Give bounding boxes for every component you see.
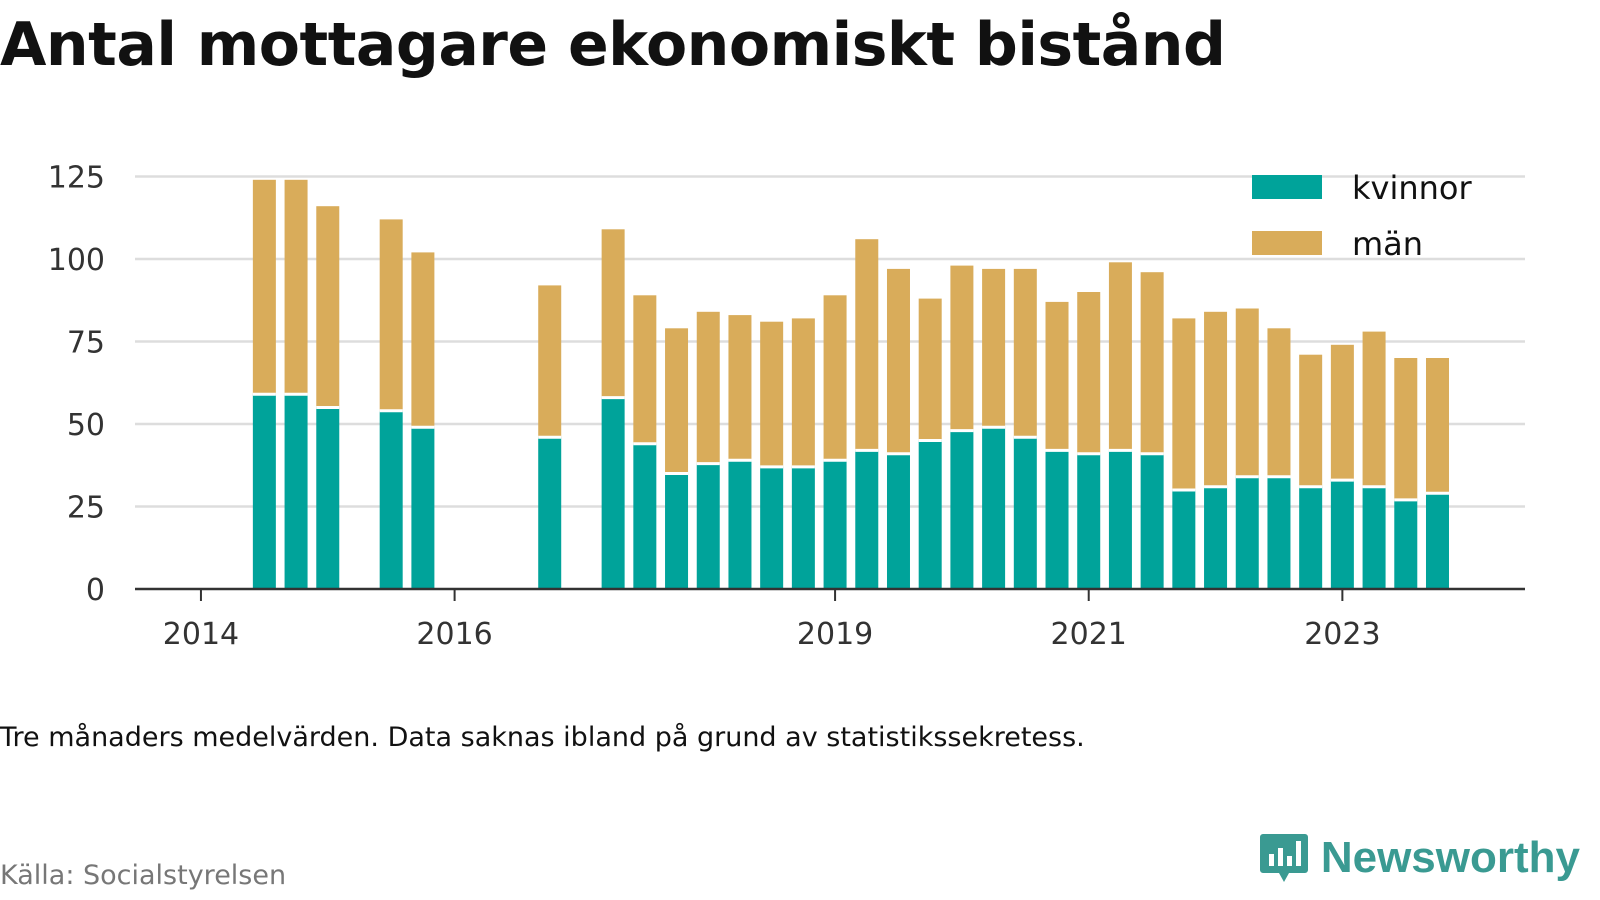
bar-kvinnor <box>823 460 847 589</box>
x-tick-label: 2023 <box>1304 617 1380 652</box>
bar-kvinnor <box>1235 476 1259 589</box>
bar-kvinnor <box>1045 450 1069 589</box>
y-tick-label: 0 <box>86 573 105 608</box>
bar-kvinnor <box>918 440 942 589</box>
bar-man <box>1140 272 1164 454</box>
bar-man <box>982 268 1006 428</box>
bar-man <box>1330 344 1354 481</box>
legend-label: kvinnor <box>1352 169 1473 207</box>
x-tick-label: 2014 <box>163 617 239 652</box>
bar-man <box>1013 268 1037 438</box>
bar-kvinnor <box>696 463 720 589</box>
bar-kvinnor <box>1013 437 1037 589</box>
legend-swatch <box>1252 175 1322 199</box>
bar-kvinnor <box>1140 453 1164 589</box>
legend-swatch <box>1252 231 1322 255</box>
bar-kvinnor <box>1362 486 1386 589</box>
y-tick-label: 75 <box>67 326 105 361</box>
bar-man <box>1299 354 1323 487</box>
y-tick-label: 50 <box>67 408 105 443</box>
bar-man <box>855 239 879 451</box>
bar-man <box>823 295 847 461</box>
bar-kvinnor <box>760 466 784 589</box>
bar-kvinnor <box>982 427 1006 589</box>
bar-man <box>1172 318 1196 490</box>
bar-man <box>728 315 752 461</box>
bar-man <box>1108 262 1132 451</box>
source-text: Källa: Socialstyrelsen <box>0 860 287 891</box>
newsworthy-logo: Newsworthy <box>1259 832 1580 884</box>
bar-kvinnor <box>1172 490 1196 589</box>
y-tick-label: 25 <box>67 491 105 526</box>
bar-man <box>1204 311 1228 487</box>
bar-kvinnor <box>1077 453 1101 589</box>
bar-kvinnor <box>728 460 752 589</box>
bar-kvinnor <box>1394 499 1418 589</box>
bar-kvinnor <box>1204 486 1228 589</box>
bar-man <box>1425 358 1449 494</box>
bar-kvinnor <box>633 443 657 589</box>
bar-man <box>665 328 689 474</box>
bar-man <box>950 265 974 431</box>
bar-man <box>1235 308 1259 477</box>
bar-kvinnor <box>791 466 815 589</box>
bar-man <box>1362 331 1386 487</box>
bar-man <box>1267 328 1291 477</box>
chart-note: Tre månaders medelvärden. Data saknas ib… <box>0 722 1085 753</box>
bar-kvinnor <box>1425 493 1449 589</box>
bar-kvinnor <box>1267 476 1291 589</box>
x-tick-label: 2019 <box>797 617 873 652</box>
bar-kvinnor <box>316 407 340 589</box>
bar-man <box>252 179 276 395</box>
bar-man <box>1077 292 1101 454</box>
bar-man <box>316 206 340 408</box>
bar-man <box>1045 301 1069 451</box>
bar-man <box>601 229 625 398</box>
bar-kvinnor <box>538 437 562 589</box>
bar-man <box>411 252 435 428</box>
bar-kvinnor <box>665 473 689 589</box>
bar-kvinnor <box>379 410 403 589</box>
bar-man <box>760 321 784 467</box>
bar-man <box>633 295 657 444</box>
y-tick-label: 125 <box>48 161 105 196</box>
bar-man <box>1394 358 1418 500</box>
bar-kvinnor <box>886 453 910 589</box>
bar-kvinnor <box>855 450 879 589</box>
x-tick-label: 2021 <box>1051 617 1127 652</box>
bar-man <box>791 318 815 467</box>
bar-kvinnor <box>252 394 276 589</box>
chart-title: Antal mottagare ekonomiskt bistånd <box>0 10 1226 80</box>
x-tick-label: 2016 <box>416 617 492 652</box>
bar-man <box>379 219 403 411</box>
bar-kvinnor <box>1330 480 1354 589</box>
bar-man <box>918 298 942 441</box>
bar-man <box>538 285 562 438</box>
bar-kvinnor <box>284 394 308 589</box>
bar-kvinnor <box>601 397 625 589</box>
legend-label: män <box>1352 225 1423 263</box>
brand-name: Newsworthy <box>1320 833 1580 882</box>
stacked-bar-chart: 0 25 50 75 100 125 2014 2016 2019 2021 2023 kvinnor… <box>48 161 1525 652</box>
bar-man <box>696 311 720 464</box>
bar-kvinnor <box>1299 486 1323 589</box>
bar-man <box>886 268 910 454</box>
bar-man <box>284 179 308 395</box>
bar-kvinnor <box>411 427 435 589</box>
y-tick-label: 100 <box>48 243 105 278</box>
bar-kvinnor <box>1108 450 1132 589</box>
bar-kvinnor <box>950 430 974 589</box>
bar-chart-bubble-icon <box>1259 834 1308 882</box>
